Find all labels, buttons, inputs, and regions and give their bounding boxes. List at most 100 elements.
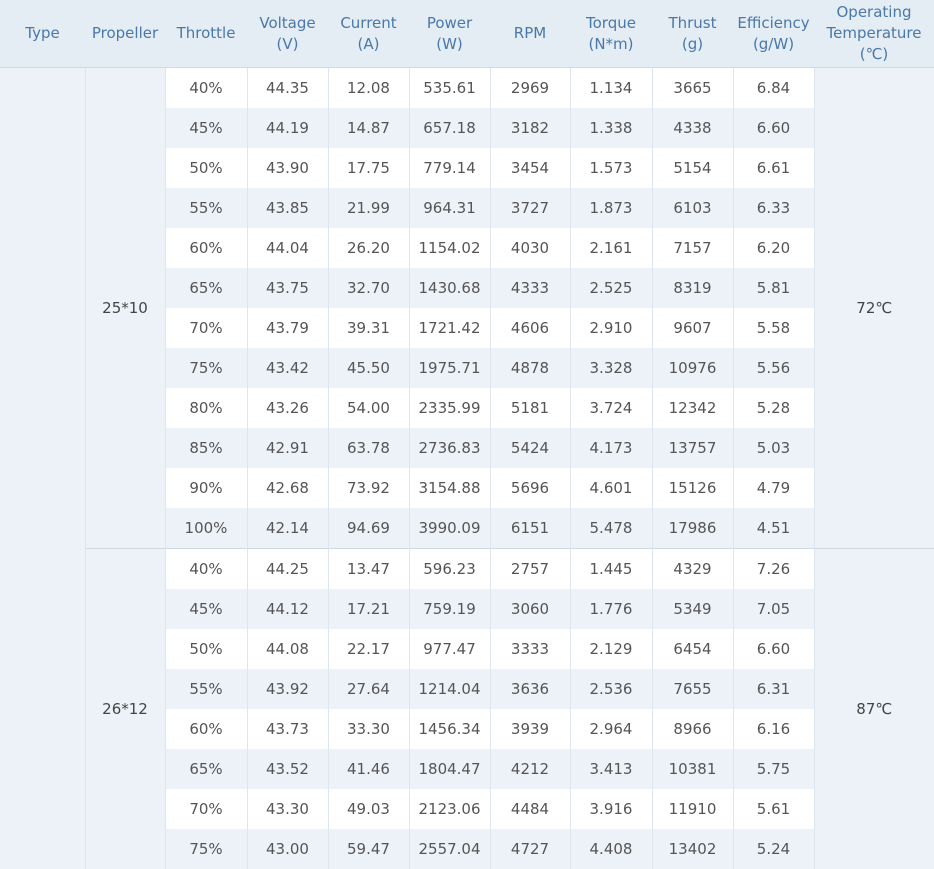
power-cell: 2335.99 bbox=[409, 388, 490, 428]
torque-cell: 1.873 bbox=[570, 188, 652, 228]
power-cell: 596.23 bbox=[409, 549, 490, 590]
voltage-cell: 43.30 bbox=[247, 789, 328, 829]
column-header-throttle: Throttle bbox=[165, 0, 247, 68]
power-cell: 2736.83 bbox=[409, 428, 490, 468]
thrust-cell: 10976 bbox=[652, 348, 733, 388]
rpm-cell: 5424 bbox=[490, 428, 570, 468]
throttle-cell: 70% bbox=[165, 308, 247, 348]
torque-cell: 2.910 bbox=[570, 308, 652, 348]
efficiency-cell: 6.33 bbox=[733, 188, 814, 228]
thrust-cell: 13402 bbox=[652, 829, 733, 869]
current-cell: 94.69 bbox=[328, 508, 409, 549]
power-cell: 1804.47 bbox=[409, 749, 490, 789]
rpm-cell: 4878 bbox=[490, 348, 570, 388]
efficiency-cell: 5.81 bbox=[733, 268, 814, 308]
efficiency-cell: 5.58 bbox=[733, 308, 814, 348]
throttle-cell: 60% bbox=[165, 228, 247, 268]
torque-cell: 1.134 bbox=[570, 68, 652, 109]
current-cell: 17.75 bbox=[328, 148, 409, 188]
column-header-efficiency-line: (g/W) bbox=[753, 35, 794, 53]
current-cell: 63.78 bbox=[328, 428, 409, 468]
voltage-cell: 43.92 bbox=[247, 669, 328, 709]
voltage-cell: 43.79 bbox=[247, 308, 328, 348]
current-cell: 22.17 bbox=[328, 629, 409, 669]
torque-cell: 1.573 bbox=[570, 148, 652, 188]
thrust-cell: 5349 bbox=[652, 589, 733, 629]
current-cell: 32.70 bbox=[328, 268, 409, 308]
throttle-cell: 75% bbox=[165, 829, 247, 869]
rpm-cell: 4333 bbox=[490, 268, 570, 308]
column-header-thrust-line: Thrust bbox=[668, 14, 716, 32]
column-header-power: Power(W) bbox=[409, 0, 490, 68]
current-cell: 14.87 bbox=[328, 108, 409, 148]
column-header-voltage: Voltage(V) bbox=[247, 0, 328, 68]
rpm-cell: 3636 bbox=[490, 669, 570, 709]
efficiency-cell: 5.28 bbox=[733, 388, 814, 428]
rpm-cell: 3939 bbox=[490, 709, 570, 749]
efficiency-cell: 7.05 bbox=[733, 589, 814, 629]
voltage-cell: 43.52 bbox=[247, 749, 328, 789]
rpm-cell: 4484 bbox=[490, 789, 570, 829]
rpm-cell: 4030 bbox=[490, 228, 570, 268]
thrust-cell: 9607 bbox=[652, 308, 733, 348]
column-header-torque-line: (N*m) bbox=[588, 35, 633, 53]
power-cell: 779.14 bbox=[409, 148, 490, 188]
voltage-cell: 43.00 bbox=[247, 829, 328, 869]
torque-cell: 3.724 bbox=[570, 388, 652, 428]
torque-cell: 2.129 bbox=[570, 629, 652, 669]
efficiency-cell: 5.61 bbox=[733, 789, 814, 829]
thrust-cell: 4338 bbox=[652, 108, 733, 148]
efficiency-cell: 6.84 bbox=[733, 68, 814, 109]
efficiency-cell: 6.31 bbox=[733, 669, 814, 709]
torque-cell: 3.413 bbox=[570, 749, 652, 789]
thrust-cell: 7655 bbox=[652, 669, 733, 709]
power-cell: 3990.09 bbox=[409, 508, 490, 549]
throttle-cell: 65% bbox=[165, 268, 247, 308]
throttle-cell: 40% bbox=[165, 68, 247, 109]
rpm-cell: 5696 bbox=[490, 468, 570, 508]
efficiency-cell: 6.61 bbox=[733, 148, 814, 188]
current-cell: 17.21 bbox=[328, 589, 409, 629]
column-header-torque-line: Torque bbox=[586, 14, 636, 32]
column-header-type: Type bbox=[0, 0, 85, 68]
efficiency-cell: 4.51 bbox=[733, 508, 814, 549]
throttle-cell: 40% bbox=[165, 549, 247, 590]
torque-cell: 4.601 bbox=[570, 468, 652, 508]
throttle-cell: 70% bbox=[165, 789, 247, 829]
voltage-cell: 42.68 bbox=[247, 468, 328, 508]
column-header-temperature-line: Operating bbox=[837, 3, 912, 21]
type-cell bbox=[0, 68, 85, 869]
voltage-cell: 44.12 bbox=[247, 589, 328, 629]
voltage-cell: 43.90 bbox=[247, 148, 328, 188]
current-cell: 27.64 bbox=[328, 669, 409, 709]
torque-cell: 4.173 bbox=[570, 428, 652, 468]
thrust-cell: 15126 bbox=[652, 468, 733, 508]
voltage-cell: 43.42 bbox=[247, 348, 328, 388]
voltage-cell: 44.19 bbox=[247, 108, 328, 148]
throttle-cell: 60% bbox=[165, 709, 247, 749]
power-cell: 1721.42 bbox=[409, 308, 490, 348]
throttle-cell: 85% bbox=[165, 428, 247, 468]
thrust-cell: 11910 bbox=[652, 789, 733, 829]
rpm-cell: 4606 bbox=[490, 308, 570, 348]
column-header-current-line: Current bbox=[340, 14, 396, 32]
voltage-cell: 42.14 bbox=[247, 508, 328, 549]
torque-cell: 3.916 bbox=[570, 789, 652, 829]
throttle-cell: 90% bbox=[165, 468, 247, 508]
torque-cell: 1.776 bbox=[570, 589, 652, 629]
efficiency-cell: 7.26 bbox=[733, 549, 814, 590]
column-header-propeller-line: Propeller bbox=[92, 24, 158, 42]
column-header-efficiency: Efficiency(g/W) bbox=[733, 0, 814, 68]
rpm-cell: 3182 bbox=[490, 108, 570, 148]
rpm-cell: 2757 bbox=[490, 549, 570, 590]
thrust-cell: 7157 bbox=[652, 228, 733, 268]
throttle-cell: 100% bbox=[165, 508, 247, 549]
column-header-rpm: RPM bbox=[490, 0, 570, 68]
voltage-cell: 44.25 bbox=[247, 549, 328, 590]
column-header-throttle-line: Throttle bbox=[177, 24, 236, 42]
voltage-cell: 43.26 bbox=[247, 388, 328, 428]
thrust-cell: 12342 bbox=[652, 388, 733, 428]
